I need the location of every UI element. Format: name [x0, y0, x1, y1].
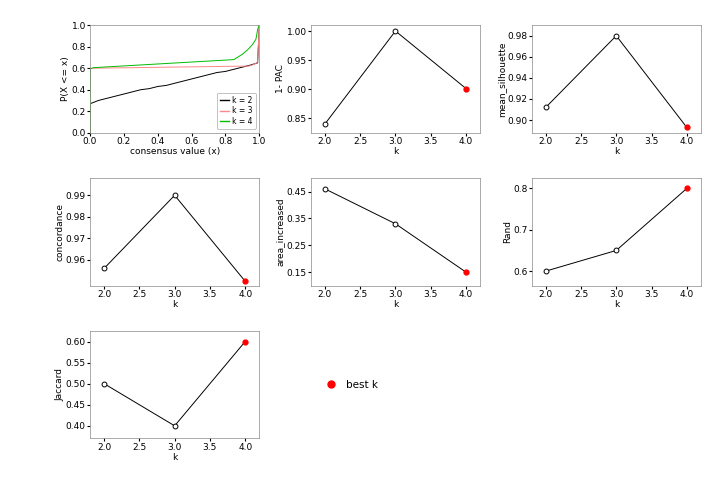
- Y-axis label: 1- PAC: 1- PAC: [276, 65, 285, 93]
- Y-axis label: mean_silhouette: mean_silhouette: [497, 41, 506, 117]
- X-axis label: k: k: [393, 300, 398, 309]
- X-axis label: k: k: [613, 300, 619, 309]
- X-axis label: k: k: [172, 300, 177, 309]
- Legend: best k: best k: [316, 375, 382, 394]
- Y-axis label: Rand: Rand: [503, 220, 512, 243]
- X-axis label: k: k: [393, 147, 398, 156]
- X-axis label: consensus value (x): consensus value (x): [130, 147, 220, 156]
- Legend: k = 2, k = 3, k = 4: k = 2, k = 3, k = 4: [217, 93, 256, 129]
- Y-axis label: Jaccard: Jaccard: [55, 368, 64, 401]
- Y-axis label: area_increased: area_increased: [276, 198, 285, 266]
- Y-axis label: concordance: concordance: [55, 203, 64, 261]
- X-axis label: k: k: [613, 147, 619, 156]
- Y-axis label: P(X <= x): P(X <= x): [61, 56, 70, 101]
- X-axis label: k: k: [172, 453, 177, 462]
